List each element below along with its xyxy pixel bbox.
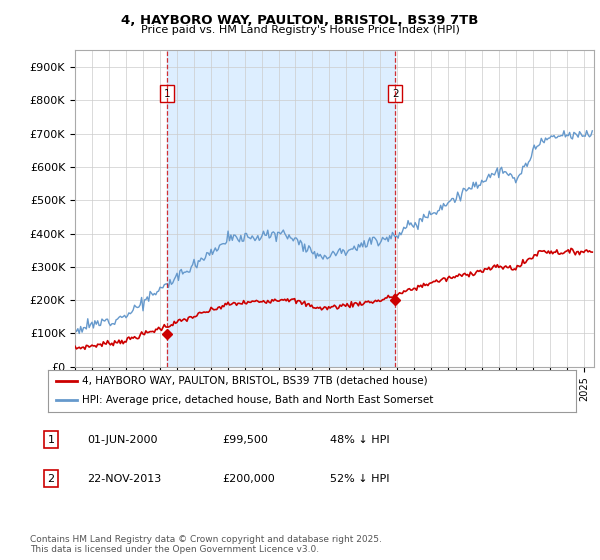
Text: 48% ↓ HPI: 48% ↓ HPI — [330, 435, 389, 445]
Text: 4, HAYBORO WAY, PAULTON, BRISTOL, BS39 7TB (detached house): 4, HAYBORO WAY, PAULTON, BRISTOL, BS39 7… — [82, 376, 428, 386]
Text: 4, HAYBORO WAY, PAULTON, BRISTOL, BS39 7TB: 4, HAYBORO WAY, PAULTON, BRISTOL, BS39 7… — [121, 14, 479, 27]
Text: Price paid vs. HM Land Registry's House Price Index (HPI): Price paid vs. HM Land Registry's House … — [140, 25, 460, 35]
Text: 2: 2 — [392, 88, 398, 99]
Text: 01-JUN-2000: 01-JUN-2000 — [87, 435, 157, 445]
Text: 22-NOV-2013: 22-NOV-2013 — [87, 474, 161, 484]
Text: 2: 2 — [47, 474, 55, 484]
Text: £200,000: £200,000 — [222, 474, 275, 484]
Text: HPI: Average price, detached house, Bath and North East Somerset: HPI: Average price, detached house, Bath… — [82, 395, 434, 405]
Text: £99,500: £99,500 — [222, 435, 268, 445]
Bar — [167, 50, 395, 367]
Text: 1: 1 — [47, 435, 55, 445]
Text: 52% ↓ HPI: 52% ↓ HPI — [330, 474, 389, 484]
Text: Contains HM Land Registry data © Crown copyright and database right 2025.
This d: Contains HM Land Registry data © Crown c… — [30, 535, 382, 554]
Text: 1: 1 — [164, 88, 170, 99]
